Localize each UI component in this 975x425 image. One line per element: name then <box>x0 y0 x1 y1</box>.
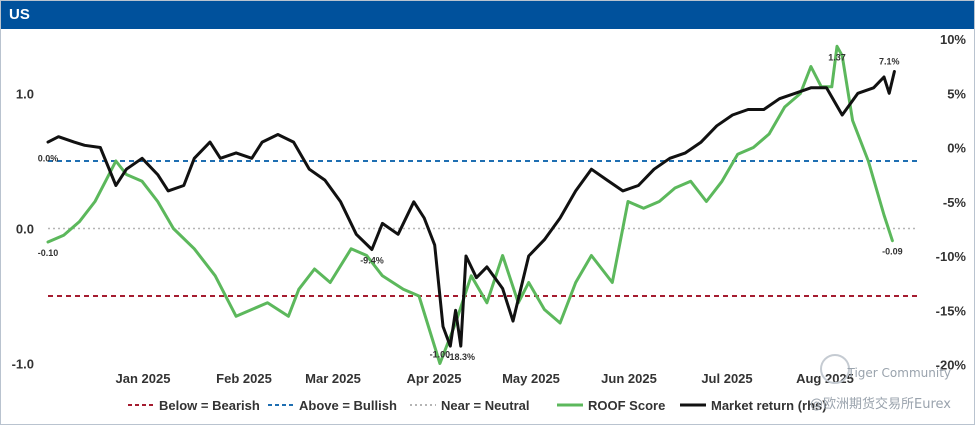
watermark-source: @欧洲期货交易所Eurex <box>810 397 951 412</box>
y-right-tick-label: -15% <box>936 303 967 318</box>
y-right-tick-label: 10% <box>940 32 966 47</box>
legend-label: Below = Bearish <box>159 398 260 413</box>
y-right-tick-label: 0% <box>947 141 966 156</box>
data-label: 0.0% <box>38 154 59 164</box>
data-label: 1.37 <box>828 52 846 62</box>
legend-label: Above = Bullish <box>299 398 397 413</box>
data-label: -9.4% <box>360 255 384 265</box>
legend-label: ROOF Score <box>588 398 665 413</box>
market-return-line <box>46 70 896 348</box>
y-left-tick-label: 1.0 <box>16 87 34 102</box>
roof-score-line <box>46 44 894 365</box>
y-left-tick-label: 0.0 <box>16 222 34 237</box>
x-tick-label: Mar 2025 <box>305 371 361 386</box>
x-tick-label: Jan 2025 <box>116 371 171 386</box>
y-right-tick-label: 5% <box>947 86 966 101</box>
chart-title: US <box>9 6 30 23</box>
x-tick-label: Jul 2025 <box>701 371 752 386</box>
watermark-community: Tiger Community <box>847 366 952 380</box>
legend-label: Market return (rhs) <box>711 398 827 413</box>
data-label: -1.00 <box>430 350 451 360</box>
x-tick-label: Feb 2025 <box>216 371 272 386</box>
data-label: -0.09 <box>882 247 903 257</box>
x-tick-label: Apr 2025 <box>407 371 462 386</box>
tiger-logo-icon <box>820 354 850 384</box>
chart-header: US <box>1 1 974 29</box>
y-left-tick-label: -1.0 <box>12 357 34 372</box>
data-label: -18.3% <box>447 352 476 362</box>
x-tick-label: May 2025 <box>502 371 560 386</box>
legend-label: Near = Neutral <box>441 398 530 413</box>
y-right-tick-label: -10% <box>936 249 967 264</box>
data-label: 7.1% <box>879 56 900 66</box>
x-tick-label: Jun 2025 <box>601 371 657 386</box>
data-label: -0.10 <box>38 248 59 258</box>
y-right-tick-label: -20% <box>936 358 967 373</box>
y-right-tick-label: -5% <box>943 195 967 210</box>
